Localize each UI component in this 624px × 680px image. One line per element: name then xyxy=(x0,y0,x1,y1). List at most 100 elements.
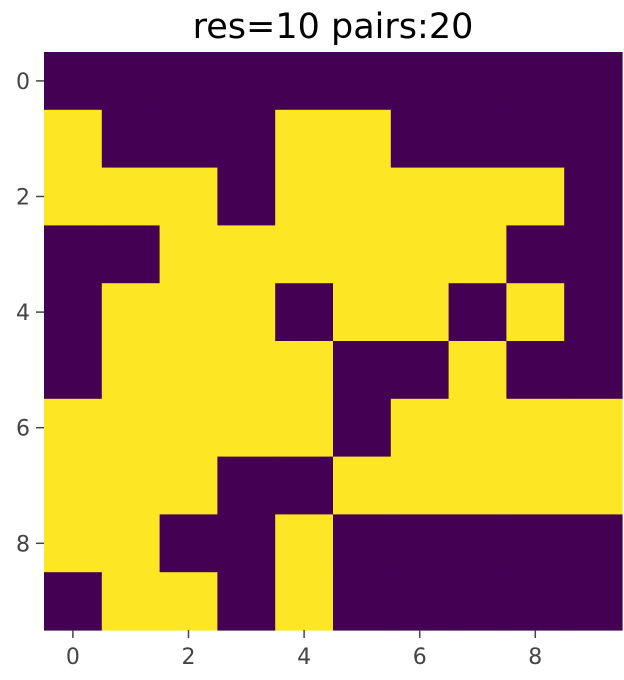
heatmap-cell xyxy=(44,341,102,399)
heatmap-cell xyxy=(275,341,333,399)
heatmap-cell xyxy=(217,399,275,457)
heatmap-cell xyxy=(275,110,333,168)
heatmap-cell xyxy=(333,110,391,168)
heatmap-cell xyxy=(506,225,564,283)
x-tick-label: 2 xyxy=(182,645,196,670)
heatmap-cell xyxy=(564,457,622,515)
heatmap-cell xyxy=(564,283,622,341)
heatmap-cells xyxy=(44,52,623,631)
x-tick-label: 6 xyxy=(413,645,427,670)
y-tick-label: 2 xyxy=(16,186,30,211)
heatmap-cell xyxy=(506,457,564,515)
heatmap-cell xyxy=(449,52,507,110)
heatmap-cell xyxy=(391,225,449,283)
heatmap-cell xyxy=(564,572,622,630)
heatmap-cell xyxy=(102,341,160,399)
y-tick-label: 8 xyxy=(16,532,30,557)
heatmap-cell xyxy=(449,399,507,457)
heatmap-cell xyxy=(275,457,333,515)
heatmap-cell xyxy=(506,514,564,572)
heatmap-cell xyxy=(449,110,507,168)
heatmap-cell xyxy=(102,283,160,341)
heatmap-cell xyxy=(391,283,449,341)
heatmap-cell xyxy=(449,168,507,226)
heatmap-cell xyxy=(333,52,391,110)
heatmap-cell xyxy=(506,52,564,110)
heatmap-cell xyxy=(275,168,333,226)
heatmap-cell xyxy=(449,457,507,515)
y-tick-label: 4 xyxy=(16,301,30,326)
heatmap-cell xyxy=(217,457,275,515)
heatmap-cell xyxy=(217,52,275,110)
heatmap-cell xyxy=(275,225,333,283)
heatmap-cell xyxy=(449,341,507,399)
heatmap-cell xyxy=(333,341,391,399)
heatmap-cell xyxy=(564,514,622,572)
heatmap-cell xyxy=(102,225,160,283)
heatmap-cell xyxy=(449,572,507,630)
heatmap-cell xyxy=(102,457,160,515)
heatmap-cell xyxy=(391,514,449,572)
heatmap-cell xyxy=(160,572,218,630)
heatmap-cell xyxy=(449,514,507,572)
heatmap-cell xyxy=(102,110,160,168)
heatmap-cell xyxy=(102,572,160,630)
heatmap-cell xyxy=(160,283,218,341)
heatmap-cell xyxy=(564,225,622,283)
heatmap-cell xyxy=(275,283,333,341)
heatmap-cell xyxy=(160,168,218,226)
heatmap-cell xyxy=(275,572,333,630)
heatmap-cell xyxy=(506,399,564,457)
heatmap-cell xyxy=(217,168,275,226)
heatmap-cell xyxy=(44,225,102,283)
x-tick-label: 8 xyxy=(528,645,542,670)
heatmap-cell xyxy=(160,110,218,168)
heatmap-cell xyxy=(391,52,449,110)
heatmap-cell xyxy=(391,572,449,630)
heatmap-cell xyxy=(564,110,622,168)
heatmap-cell xyxy=(102,514,160,572)
heatmap-cell xyxy=(564,341,622,399)
heatmap-cell xyxy=(506,341,564,399)
heatmap-cell xyxy=(391,399,449,457)
heatmap-cell xyxy=(333,283,391,341)
heatmap-cell xyxy=(217,341,275,399)
heatmap-cell xyxy=(391,168,449,226)
heatmap-cell xyxy=(44,283,102,341)
heatmap-cell xyxy=(391,110,449,168)
heatmap-cell xyxy=(391,341,449,399)
heatmap-cell xyxy=(564,168,622,226)
heatmap-cell xyxy=(506,572,564,630)
heatmap-cell xyxy=(102,399,160,457)
heatmap-cell xyxy=(275,399,333,457)
heatmap-cell xyxy=(44,168,102,226)
heatmap-cell xyxy=(275,52,333,110)
heatmap-cell xyxy=(333,514,391,572)
heatmap-cell xyxy=(333,572,391,630)
heatmap-cell xyxy=(217,225,275,283)
heatmap-cell xyxy=(333,225,391,283)
y-tick-label: 0 xyxy=(16,70,30,95)
heatmap-cell xyxy=(44,110,102,168)
y-axis: 0 2 4 6 8 xyxy=(16,70,44,557)
x-axis: 0 2 4 6 8 xyxy=(66,630,542,670)
heatmap-cell xyxy=(333,168,391,226)
heatmap-cell xyxy=(160,225,218,283)
heatmap-cell xyxy=(160,52,218,110)
heatmap-cell xyxy=(44,52,102,110)
heatmap-cell xyxy=(391,457,449,515)
heatmap-cell xyxy=(102,52,160,110)
heatmap-cell xyxy=(275,514,333,572)
heatmap-cell xyxy=(217,572,275,630)
y-tick-label: 6 xyxy=(16,417,30,442)
heatmap-cell xyxy=(506,283,564,341)
heatmap-cell xyxy=(44,514,102,572)
heatmap-cell xyxy=(102,168,160,226)
heatmap-cell xyxy=(44,572,102,630)
heatmap-cell xyxy=(44,399,102,457)
heatmap-cell xyxy=(160,341,218,399)
heatmap-cell xyxy=(333,399,391,457)
heatmap-cell xyxy=(449,283,507,341)
heatmap-cell xyxy=(44,457,102,515)
